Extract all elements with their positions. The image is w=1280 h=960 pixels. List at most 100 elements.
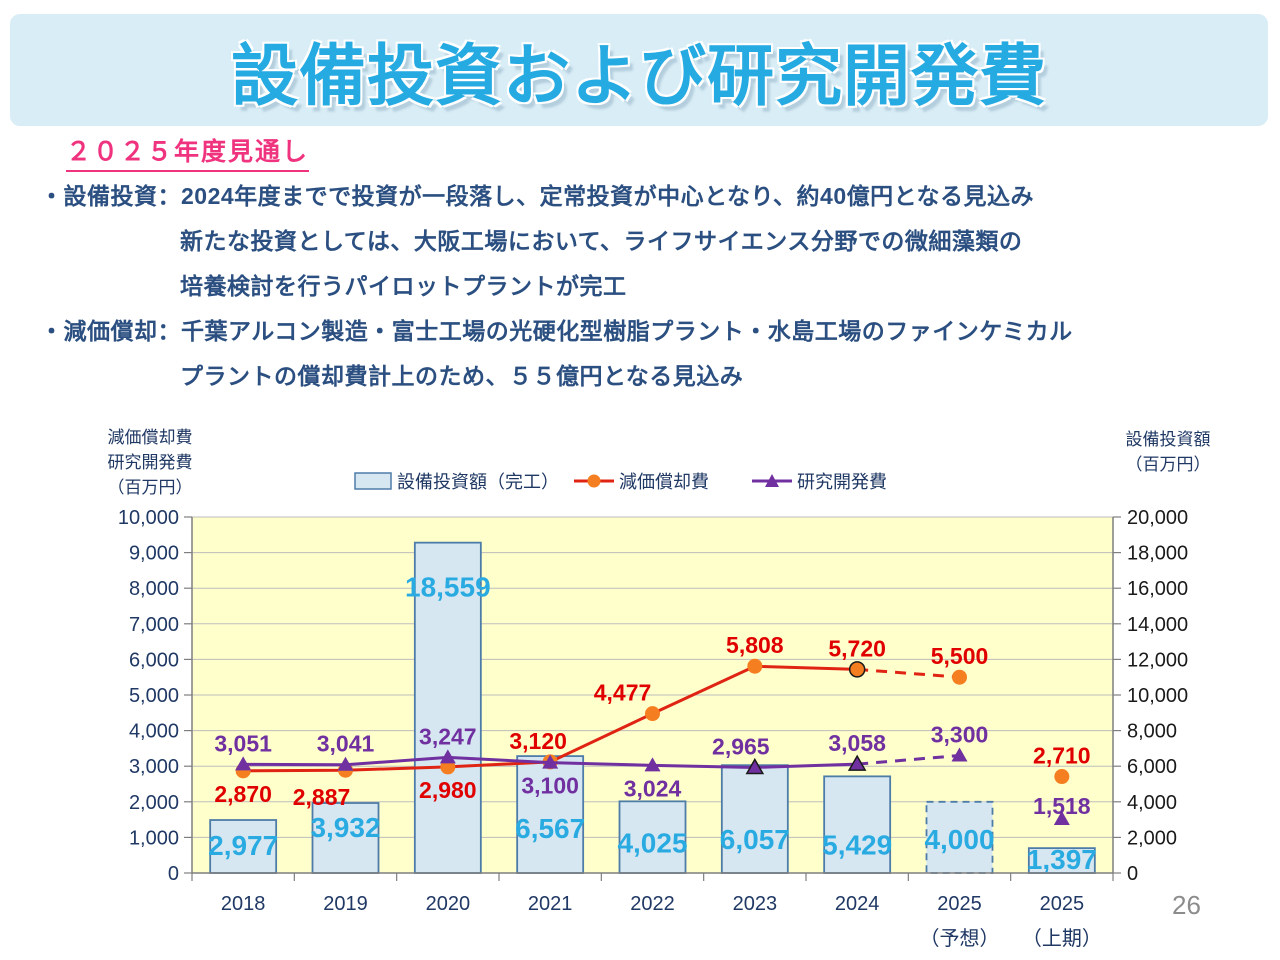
rnd-marker (439, 749, 456, 764)
category-label: 2025 (1040, 893, 1085, 915)
left-tick-label: 7,000 (129, 614, 179, 636)
section-heading: ２０２５年度見通し (66, 132, 310, 172)
left-tick-label: 8,000 (129, 578, 179, 600)
left-axis-title-line: 減価償却費 (107, 428, 193, 447)
rnd-marker (951, 747, 968, 762)
depreciation-value-label: 5,808 (726, 632, 784, 658)
rnd-value-label: 3,051 (214, 730, 272, 756)
bullet-line: ・設備投資：2024年度までで投資が一段落し、定常投資が中心となり、約40億円と… (40, 183, 1034, 209)
left-axis-title-line: 研究開発費 (107, 453, 193, 472)
page-number: 26 (1172, 890, 1201, 920)
bar-value-label: 2,977 (208, 830, 278, 861)
left-tick-label: 2,000 (129, 792, 179, 814)
left-tick-label: 0 (168, 863, 179, 885)
depreciation-swatch-marker (587, 474, 601, 488)
bar-value-label: 4,025 (617, 827, 687, 858)
rnd-marker (337, 756, 354, 771)
right-tick-label: 16,000 (1127, 578, 1188, 600)
rnd-marker (235, 756, 252, 771)
right-tick-label: 14,000 (1127, 614, 1188, 636)
bar-value-label: 6,057 (720, 824, 790, 855)
depreciation-marker (1054, 769, 1070, 785)
category-label: 2021 (528, 893, 573, 915)
rnd-value-label: 3,041 (317, 731, 375, 757)
category-label: 2022 (630, 893, 675, 915)
right-tick-label: 18,000 (1127, 543, 1188, 565)
title-banner: 設備投資および研究開発費 (10, 14, 1268, 126)
right-tick-label: 10,000 (1127, 685, 1188, 707)
bullet-line: 培養検討を行うパイロットプラントが完工 (180, 273, 627, 299)
left-axis-title-line: （百万円） (107, 478, 193, 497)
left-tick-label: 10,000 (118, 507, 179, 529)
bar-value-label: 3,932 (310, 812, 380, 843)
category-label: 2019 (323, 893, 368, 915)
bar-swatch-icon (354, 472, 392, 490)
category-label: （予想） (920, 927, 1000, 950)
rnd-forecast-line (857, 754, 960, 766)
depreciation-value-label: 3,120 (509, 728, 567, 754)
bar (823, 775, 892, 874)
category-label: 2020 (426, 893, 471, 915)
right-tick-label: 6,000 (1127, 756, 1177, 778)
category-label: 2025 (937, 893, 982, 915)
rnd-value-label: 2,965 (712, 733, 770, 759)
rnd-value-label: 3,100 (521, 773, 579, 799)
right-axis-title-line: 設備投資額 (1125, 430, 1211, 449)
depreciation-value-label: 2,980 (419, 777, 477, 803)
category-label: 2023 (733, 893, 778, 915)
category-label: 2018 (221, 893, 266, 915)
depreciation-value-label: 4,477 (594, 680, 652, 706)
depreciation-value-label: 2,710 (1033, 743, 1091, 769)
bar (618, 800, 687, 874)
left-tick-label: 3,000 (129, 756, 179, 778)
bar-swatch (354, 472, 392, 490)
bar (516, 755, 585, 874)
right-axis-title: 設備投資額 （百万円） (1106, 427, 1230, 477)
legend-label: 研究開発費 (797, 472, 887, 492)
right-tick-label: 8,000 (1127, 721, 1177, 743)
right-axis-title-line: （百万円） (1125, 455, 1211, 474)
depreciation-marker (952, 669, 967, 685)
rnd-marker (847, 754, 867, 771)
right-tick-label: 20,000 (1127, 507, 1188, 529)
rnd-marker (542, 754, 559, 769)
bar (413, 541, 482, 874)
bar (209, 819, 278, 874)
legend-item-rnd: 研究開発費 (752, 468, 887, 494)
left-tick-label: 5,000 (129, 685, 179, 707)
legend-item-capex: 設備投資額（完工） (354, 468, 559, 494)
rnd-marker (745, 757, 765, 775)
legend-label: 減価償却費 (619, 472, 709, 492)
depreciation-value-label: 2,887 (293, 784, 351, 810)
rnd-marker (644, 757, 661, 772)
bar (925, 800, 994, 874)
right-tick-label: 0 (1127, 863, 1138, 885)
bullet-line: ・減価償却：千葉アルコン製造・富士工場の光硬化型樹脂プラント・水島工場のファイン… (40, 318, 1073, 344)
bullet-list: ・設備投資：2024年度までで投資が一段落し、定常投資が中心となり、約40億円と… (40, 174, 1250, 399)
depreciation-forecast-line (857, 667, 960, 679)
left-tick-label: 1,000 (129, 827, 179, 849)
bullet-line: プラントの償却費計上のため、５５億円となる見込み (180, 363, 744, 389)
rnd-swatch-marker (765, 474, 779, 487)
bar-value-label: 5,429 (822, 829, 892, 860)
left-axis-title: 減価償却費 研究開発費 （百万円） (92, 425, 208, 500)
slide-title: 設備投資および研究開発費 (231, 38, 1047, 114)
legend-item-depreciation: 減価償却費 (574, 468, 709, 494)
right-tick-label: 12,000 (1127, 649, 1188, 671)
legend-label: 設備投資額（完工） (397, 472, 559, 492)
left-tick-label: 6,000 (129, 649, 179, 671)
category-label: 2024 (835, 893, 880, 915)
rnd-value-label: 1,518 (1033, 793, 1091, 819)
category-label: （上期） (1022, 927, 1102, 950)
bar (311, 802, 380, 874)
rnd-value-label: 3,247 (419, 723, 477, 749)
depreciation-marker (848, 661, 866, 678)
rnd-marker (1053, 810, 1070, 825)
depreciation-line-icon (574, 472, 614, 490)
left-tick-label: 9,000 (129, 543, 179, 565)
chart-plot: 2,977 3,932 18,559 6,567 4,025 6,057 5,429 4,00… (118, 507, 1188, 950)
bar-value-label: 4,000 (924, 824, 994, 855)
depreciation-value-label: 2,870 (214, 781, 272, 807)
depreciation-value-label: 5,500 (931, 643, 989, 669)
